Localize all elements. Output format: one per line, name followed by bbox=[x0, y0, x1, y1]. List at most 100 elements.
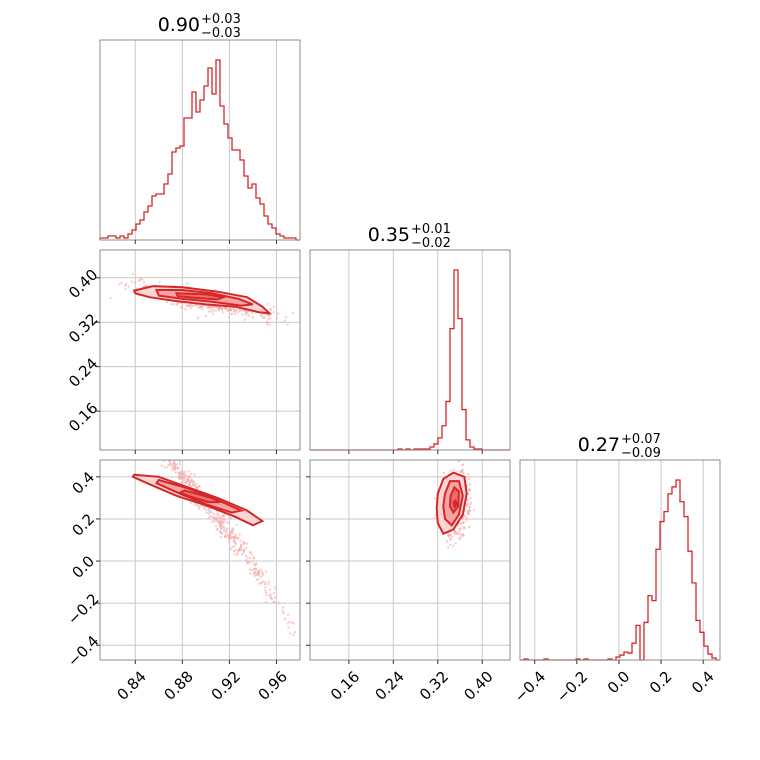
sample-point bbox=[174, 463, 177, 467]
sample-point bbox=[163, 466, 166, 469]
sample-point bbox=[447, 534, 450, 537]
sample-point bbox=[236, 553, 239, 556]
sample-point bbox=[199, 305, 202, 308]
sample-point bbox=[175, 303, 178, 307]
sample-point bbox=[204, 314, 208, 317]
sample-point bbox=[145, 418, 147, 420]
sample-point bbox=[267, 583, 270, 586]
sample-point bbox=[173, 456, 175, 458]
sample-point bbox=[130, 280, 133, 283]
sample-point bbox=[187, 470, 190, 473]
sample-point bbox=[158, 438, 160, 440]
sample-point bbox=[215, 516, 218, 520]
sample-point bbox=[455, 531, 458, 534]
sample-point bbox=[240, 313, 244, 316]
sample-point bbox=[238, 533, 241, 536]
sample-point bbox=[243, 318, 247, 321]
x-tick-label-param-2: −0.4 bbox=[511, 668, 549, 706]
sample-point bbox=[207, 512, 211, 516]
sample-point bbox=[275, 317, 279, 320]
sample-point bbox=[190, 484, 193, 488]
sample-point bbox=[193, 473, 196, 476]
sample-point bbox=[156, 446, 158, 448]
sample-point bbox=[191, 304, 194, 308]
sample-point bbox=[170, 303, 173, 306]
sample-point bbox=[244, 554, 247, 557]
sample-point bbox=[460, 535, 463, 538]
sample-point bbox=[231, 529, 234, 533]
x-tick-label-param-0: 0.96 bbox=[255, 668, 291, 704]
sample-point bbox=[458, 470, 462, 473]
sample-point bbox=[260, 568, 263, 571]
sample-point bbox=[234, 312, 237, 315]
sample-point bbox=[166, 465, 169, 468]
sample-point bbox=[453, 532, 457, 536]
sample-point bbox=[305, 652, 307, 654]
sample-point bbox=[156, 446, 158, 448]
sample-point bbox=[256, 572, 259, 575]
sample-point bbox=[235, 308, 238, 311]
sample-point bbox=[163, 457, 165, 459]
sample-point bbox=[468, 483, 472, 486]
sample-point bbox=[145, 417, 147, 419]
sample-point bbox=[162, 455, 164, 457]
sample-point bbox=[178, 475, 181, 478]
sample-point bbox=[172, 463, 175, 466]
sample-point bbox=[273, 586, 276, 589]
title-param-1-minus: −0.02 bbox=[411, 236, 451, 251]
sample-point bbox=[221, 517, 224, 521]
sample-point bbox=[195, 482, 198, 486]
sample-point bbox=[167, 452, 169, 454]
sample-point bbox=[195, 486, 199, 489]
sample-point bbox=[446, 546, 450, 549]
panel-frame-20 bbox=[99, 459, 301, 661]
sample-point bbox=[277, 312, 280, 315]
sample-point bbox=[257, 569, 261, 572]
sample-point bbox=[470, 501, 473, 504]
sample-point bbox=[168, 440, 170, 442]
sample-point bbox=[252, 562, 255, 565]
sample-point bbox=[137, 422, 139, 424]
sample-point bbox=[234, 310, 237, 313]
sample-point bbox=[458, 537, 461, 541]
sample-point bbox=[253, 574, 256, 577]
sample-point bbox=[121, 408, 123, 410]
sample-point bbox=[458, 522, 462, 525]
sample-point bbox=[189, 501, 193, 505]
sample-point bbox=[292, 622, 296, 625]
sample-point bbox=[160, 456, 162, 458]
sample-point bbox=[232, 536, 235, 539]
sample-point bbox=[269, 593, 272, 596]
sample-point bbox=[459, 527, 462, 530]
sample-point bbox=[151, 432, 153, 434]
sample-point bbox=[213, 512, 216, 516]
sample-point bbox=[467, 513, 471, 516]
sample-point bbox=[217, 308, 221, 312]
sample-point bbox=[293, 630, 297, 634]
sample-point bbox=[265, 320, 268, 323]
sample-point bbox=[286, 323, 289, 326]
sample-point bbox=[221, 307, 224, 311]
title-param-0-minus: −0.03 bbox=[201, 26, 241, 41]
sample-point bbox=[229, 309, 233, 312]
x-tick-label-param-0: 0.84 bbox=[113, 668, 149, 704]
sample-point bbox=[287, 626, 290, 629]
sample-point bbox=[142, 439, 144, 441]
sample-point bbox=[229, 531, 232, 534]
sample-point bbox=[288, 632, 292, 635]
sample-point bbox=[196, 504, 199, 507]
sample-point bbox=[177, 302, 180, 305]
sample-point bbox=[168, 451, 170, 453]
sample-point bbox=[461, 522, 464, 525]
sample-point bbox=[468, 489, 472, 492]
sample-point bbox=[133, 281, 137, 284]
sample-point bbox=[158, 441, 160, 443]
sample-point bbox=[171, 455, 173, 457]
sample-point bbox=[169, 456, 171, 458]
sample-point bbox=[236, 311, 240, 314]
sample-point bbox=[310, 655, 312, 657]
sample-point bbox=[169, 445, 171, 447]
sample-point bbox=[220, 527, 223, 530]
y-tick-label-param-2: −0.4 bbox=[64, 632, 102, 670]
sample-point bbox=[458, 532, 461, 535]
